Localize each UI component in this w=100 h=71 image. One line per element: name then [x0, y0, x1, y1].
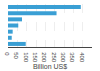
svg-text:50: 50 [13, 52, 19, 59]
svg-text:0: 0 [4, 52, 10, 56]
svg-text:300: 300 [60, 52, 66, 63]
svg-text:200: 200 [41, 52, 47, 63]
svg-text:350: 350 [69, 52, 75, 63]
svg-text:150: 150 [32, 52, 38, 63]
svg-text:100: 100 [23, 52, 29, 63]
svg-text:Billion US$: Billion US$ [33, 63, 67, 70]
svg-text:400: 400 [79, 52, 85, 63]
svg-text:250: 250 [51, 52, 57, 63]
